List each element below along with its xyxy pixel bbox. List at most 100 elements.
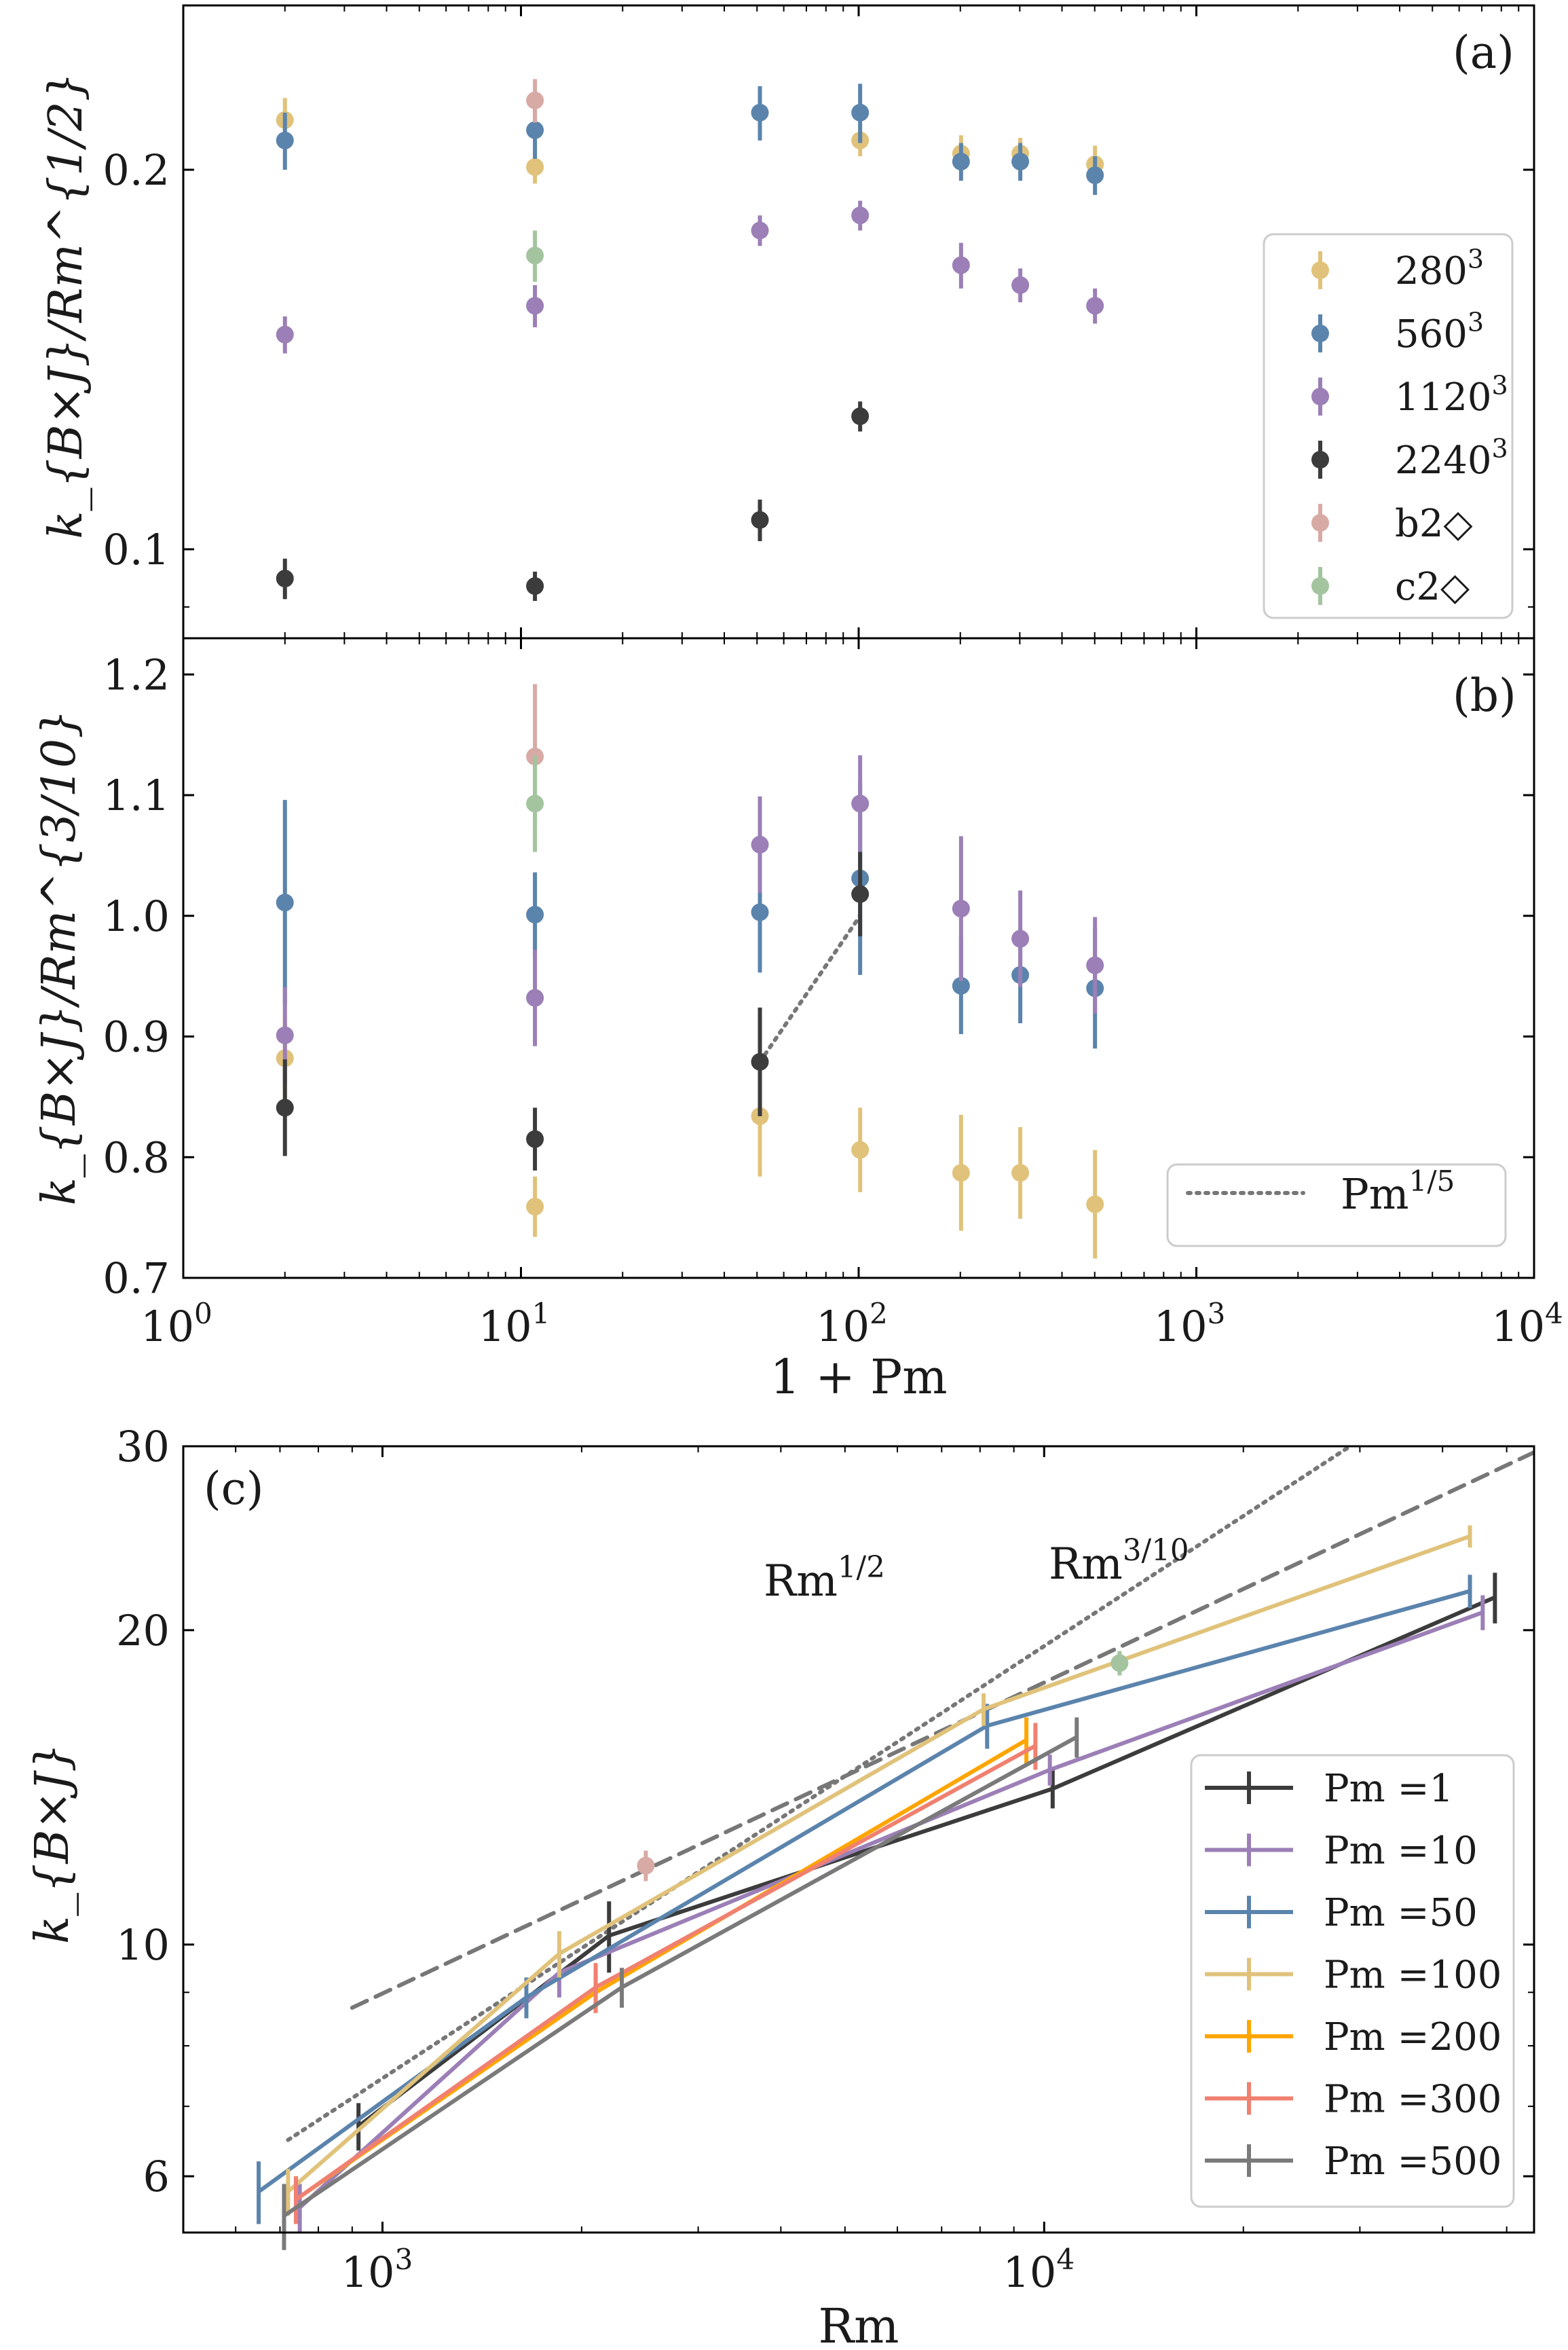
panel-b-point-0-marker (952, 1164, 970, 1182)
panel-b-point-1-marker (952, 976, 970, 995)
panel-c-series-line-3 (286, 1534, 1471, 2194)
panel-a-legend-label-base: 2240 (1395, 439, 1492, 483)
panel-a-point-3-marker (276, 570, 294, 588)
panel-c-legend-label: Pm =200 (1324, 2015, 1501, 2059)
panel-c-extra-point-0-marker (637, 1856, 655, 1875)
panel-b-ytick-label: 1.0 (102, 892, 170, 941)
panel-c-ylabel: k_{B×J} (26, 1743, 79, 1944)
panel-b-point-1-marker (526, 906, 544, 924)
panel-b-point-0-marker (526, 1198, 544, 1216)
panel-b-legend-label-base: Pm (1341, 1169, 1409, 1219)
panel-c-legend: Pm =1 Pm =10 Pm =50 Pm =100 Pm =200 Pm =300 Pm… (1190, 1754, 1515, 2208)
panel-b-xtick-label-base: 10 (1154, 1302, 1208, 1351)
panel-a-ylabel: k_{B×J}/Rm^{1/2} (39, 72, 93, 538)
panel-a-point-1-marker (526, 121, 544, 139)
panel-c-frame (182, 1445, 1535, 2234)
panel-c-reference-label-three-tenths: Rm3/10 (1049, 1534, 1189, 1590)
panel-a-point-2-marker (1011, 276, 1030, 294)
panel-c-xtick-label-base: 10 (341, 2247, 395, 2297)
panel-a-legend-label-sup: 3 (1492, 433, 1508, 463)
panel-a-point-4-marker (526, 91, 544, 109)
panel-b-point-5-marker (526, 794, 544, 813)
panel-b-point-2-marker (751, 835, 769, 853)
panel-a-point-1-marker (276, 131, 294, 149)
panel-c-xtick-label-base: 10 (1003, 2247, 1056, 2297)
panel-c-legend-label: Pm =10 (1324, 1829, 1478, 1873)
panel-c-reference-label-half-sup: 1/2 (838, 1551, 885, 1585)
panel-b-ylabel: k_{B×J}/Rm^{3/10} (33, 710, 86, 1206)
panel-b-ytick-label: 0.7 (102, 1253, 170, 1303)
panel-b-xlabel: 1 + Pm (770, 1349, 947, 1405)
panel-a-legend-label: 11203 (1395, 370, 1508, 420)
panel-b-point-0-marker (851, 1141, 870, 1159)
panel-a-point-0-marker (526, 158, 544, 176)
panel-b-point-1-marker (751, 903, 769, 921)
panel-c-legend-label: Pm =50 (1324, 1891, 1478, 1935)
panel-c-reference-lines (286, 1446, 1534, 2142)
panel-a-legend-label-base: c2◇ (1395, 565, 1470, 609)
panel-a-point-1-marker (751, 103, 769, 122)
panel-b-point-3-marker (751, 1052, 769, 1071)
panel-b-point-2-marker (526, 989, 544, 1007)
panel-a-point-1-marker (1011, 152, 1030, 170)
panel-b-xtick-label: 102 (816, 1297, 888, 1351)
panel-a-ytick-label: 0.1 (102, 525, 170, 574)
panel-b-ytick-label: 1.2 (102, 650, 170, 699)
panel-c-reference-label-three-tenths-sup: 3/10 (1123, 1534, 1189, 1568)
panel-a-legend-label: c2◇ (1395, 565, 1470, 609)
panel-a-point-3-marker (526, 577, 544, 595)
panel-b-xtick-label-sup: 0 (194, 1297, 212, 1330)
panel-b-point-2-marker (276, 1026, 294, 1044)
panel-b-xtick-label: 103 (1154, 1297, 1226, 1351)
panel-b-xtick-label-sup: 4 (1545, 1297, 1563, 1330)
panel-b-xtick-label: 101 (479, 1297, 550, 1351)
panel-b-xtick-label-base: 10 (479, 1302, 532, 1351)
panel-a-legend-marker (1311, 325, 1329, 342)
panel-b-point-3-marker (851, 885, 870, 903)
panel-a-point-2-marker (952, 256, 970, 274)
panel-a-legend-label: 5603 (1395, 307, 1484, 356)
panel-a-legend-box (1263, 233, 1514, 619)
panel-c-ytick-label: 30 (116, 1422, 170, 1471)
panel-a-plot-area: 0.1 0.2 (102, 5, 1535, 638)
panel-b-ytick-label: 0.8 (102, 1133, 170, 1182)
panel-b-xtick-label: 100 (141, 1297, 212, 1351)
panel-a-legend-label-base: 560 (1395, 312, 1468, 356)
panel-c-xtick-label: 103 (341, 2243, 413, 2297)
panel-c-xtick-label: 104 (1003, 2243, 1075, 2297)
panel-c-reference-label-half-base: Rm (764, 1556, 838, 1607)
panel-b-point-0-marker (1086, 1195, 1104, 1213)
panel-c-ytick-label: 10 (116, 1920, 170, 1970)
panel-b-xtick-label-base: 10 (141, 1302, 194, 1351)
panel-c-legend-label: Pm =500 (1324, 2140, 1501, 2184)
panel-a-point-2-marker (751, 221, 769, 240)
panel-a-legend-marker (1311, 261, 1329, 279)
panel-a-legend-label-base: 280 (1395, 249, 1468, 293)
panel-a-legend-marker (1311, 451, 1329, 469)
panel-b-xtick-label: 104 (1491, 1297, 1563, 1351)
panel-c-ytick-label: 6 (143, 2152, 170, 2201)
panel-b-point-3-marker (526, 1130, 544, 1148)
panel-a-legend-marker (1311, 577, 1329, 595)
panel-a-legend-label-sup: 3 (1468, 244, 1484, 274)
panel-a-legend-label: 22403 (1395, 433, 1508, 483)
panel-b-legend-box (1166, 1163, 1507, 1247)
panel-c-reference-label-half: Rm1/2 (764, 1551, 885, 1607)
panel-b-xtick-label-sup: 1 (532, 1297, 550, 1330)
panel-a-legend-marker (1311, 514, 1329, 532)
panel-b-point-1-marker (276, 894, 294, 912)
panel-c-xtick-label-sup: 3 (394, 2243, 413, 2276)
panel-b-ytick-label: 0.9 (102, 1012, 170, 1062)
panel-c-extra-point-1-marker (1110, 1654, 1129, 1672)
panel-b-point-0-marker (1011, 1164, 1030, 1182)
panel-b-label: (b) (1453, 669, 1516, 722)
panel-b-legend: Pm1/5 (1166, 1163, 1507, 1247)
panel-a-point-2-marker (851, 206, 870, 225)
panel-a-point-2-marker (526, 297, 544, 315)
panel-a-legend-marker (1311, 388, 1329, 405)
panel-c-ytick-label: 20 (116, 1606, 170, 1655)
panel-b-xtick-label-sup: 3 (1208, 1297, 1226, 1330)
panel-c-label: (c) (204, 1463, 263, 1515)
